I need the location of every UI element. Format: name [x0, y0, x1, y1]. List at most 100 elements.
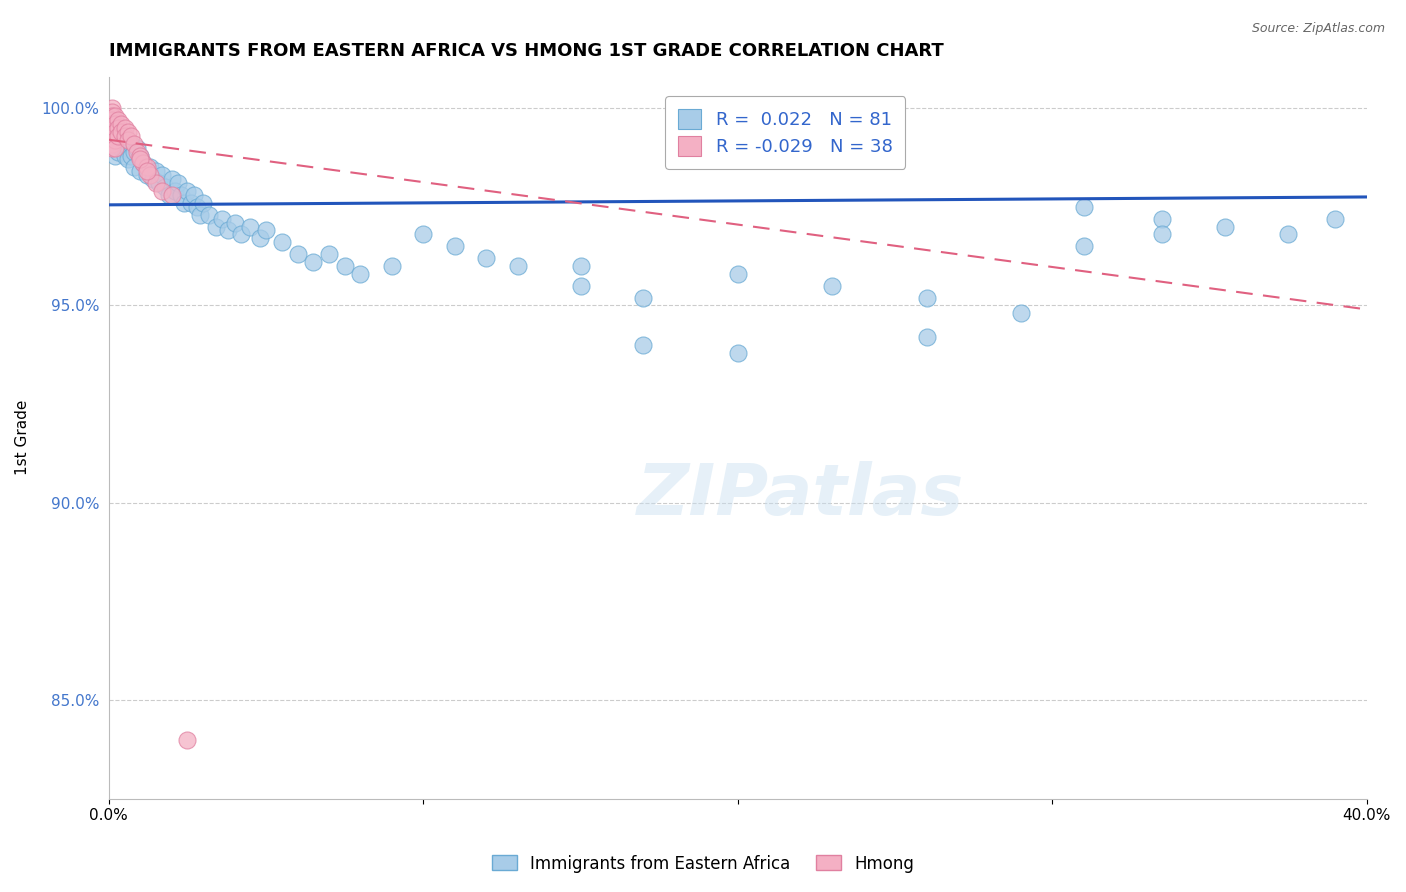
Point	[117, 133, 139, 147]
Point	[101, 128, 124, 143]
Point	[157, 188, 180, 202]
Point	[915, 330, 938, 344]
Point	[150, 184, 173, 198]
Point	[104, 125, 127, 139]
Point	[180, 195, 202, 210]
Legend: R =  0.022   N = 81, R = -0.029   N = 38: R = 0.022 N = 81, R = -0.029 N = 38	[665, 96, 905, 169]
Point	[163, 184, 186, 198]
Text: IMMIGRANTS FROM EASTERN AFRICA VS HMONG 1ST GRADE CORRELATION CHART: IMMIGRANTS FROM EASTERN AFRICA VS HMONG …	[108, 42, 943, 60]
Point	[633, 338, 655, 352]
Point	[145, 176, 167, 190]
Point	[101, 133, 124, 147]
Point	[381, 259, 404, 273]
Point	[101, 109, 124, 123]
Point	[104, 117, 127, 131]
Point	[204, 219, 226, 234]
Point	[122, 145, 145, 159]
Point	[176, 184, 198, 198]
Point	[633, 291, 655, 305]
Point	[129, 164, 152, 178]
Point	[1010, 306, 1032, 320]
Point	[186, 200, 208, 214]
Point	[915, 291, 938, 305]
Point	[101, 136, 124, 151]
Point	[1152, 211, 1174, 226]
Point	[1277, 227, 1299, 242]
Point	[176, 732, 198, 747]
Point	[114, 120, 136, 135]
Point	[211, 211, 233, 226]
Point	[821, 278, 844, 293]
Point	[104, 133, 127, 147]
Point	[104, 140, 127, 154]
Point	[122, 136, 145, 151]
Point	[138, 168, 160, 182]
Point	[101, 128, 124, 143]
Point	[475, 251, 498, 265]
Point	[1213, 219, 1236, 234]
Point	[107, 133, 129, 147]
Legend: Immigrants from Eastern Africa, Hmong: Immigrants from Eastern Africa, Hmong	[485, 848, 921, 880]
Point	[145, 164, 167, 178]
Point	[727, 346, 749, 360]
Point	[142, 172, 165, 186]
Point	[188, 208, 211, 222]
Point	[569, 278, 592, 293]
Point	[101, 117, 124, 131]
Point	[122, 161, 145, 175]
Point	[114, 133, 136, 147]
Point	[107, 120, 129, 135]
Point	[333, 259, 356, 273]
Point	[1073, 200, 1095, 214]
Point	[135, 164, 157, 178]
Point	[135, 168, 157, 182]
Point	[506, 259, 529, 273]
Point	[132, 156, 155, 170]
Point	[1152, 227, 1174, 242]
Point	[412, 227, 434, 242]
Point	[101, 140, 124, 154]
Point	[148, 176, 170, 190]
Point	[198, 208, 221, 222]
Text: Source: ZipAtlas.com: Source: ZipAtlas.com	[1251, 22, 1385, 36]
Point	[110, 125, 132, 139]
Point	[135, 161, 157, 175]
Point	[318, 247, 340, 261]
Point	[569, 259, 592, 273]
Point	[101, 101, 124, 115]
Point	[183, 188, 205, 202]
Point	[107, 128, 129, 143]
Point	[127, 145, 149, 159]
Point	[101, 109, 124, 123]
Point	[129, 148, 152, 162]
Point	[443, 239, 465, 253]
Point	[155, 180, 177, 194]
Point	[107, 145, 129, 159]
Point	[104, 113, 127, 128]
Point	[217, 223, 239, 237]
Point	[114, 148, 136, 162]
Point	[287, 247, 309, 261]
Point	[160, 172, 183, 186]
Point	[229, 227, 252, 242]
Point	[110, 117, 132, 131]
Point	[349, 267, 371, 281]
Point	[160, 188, 183, 202]
Point	[120, 136, 142, 151]
Point	[129, 153, 152, 167]
Point	[254, 223, 277, 237]
Point	[1324, 211, 1347, 226]
Point	[104, 109, 127, 123]
Point	[239, 219, 262, 234]
Point	[104, 136, 127, 151]
Point	[132, 156, 155, 170]
Text: ZIPatlas: ZIPatlas	[637, 461, 965, 530]
Point	[270, 235, 292, 250]
Point	[101, 113, 124, 128]
Point	[224, 216, 246, 230]
Point	[117, 140, 139, 154]
Point	[727, 267, 749, 281]
Point	[127, 140, 149, 154]
Point	[167, 176, 190, 190]
Point	[170, 188, 193, 202]
